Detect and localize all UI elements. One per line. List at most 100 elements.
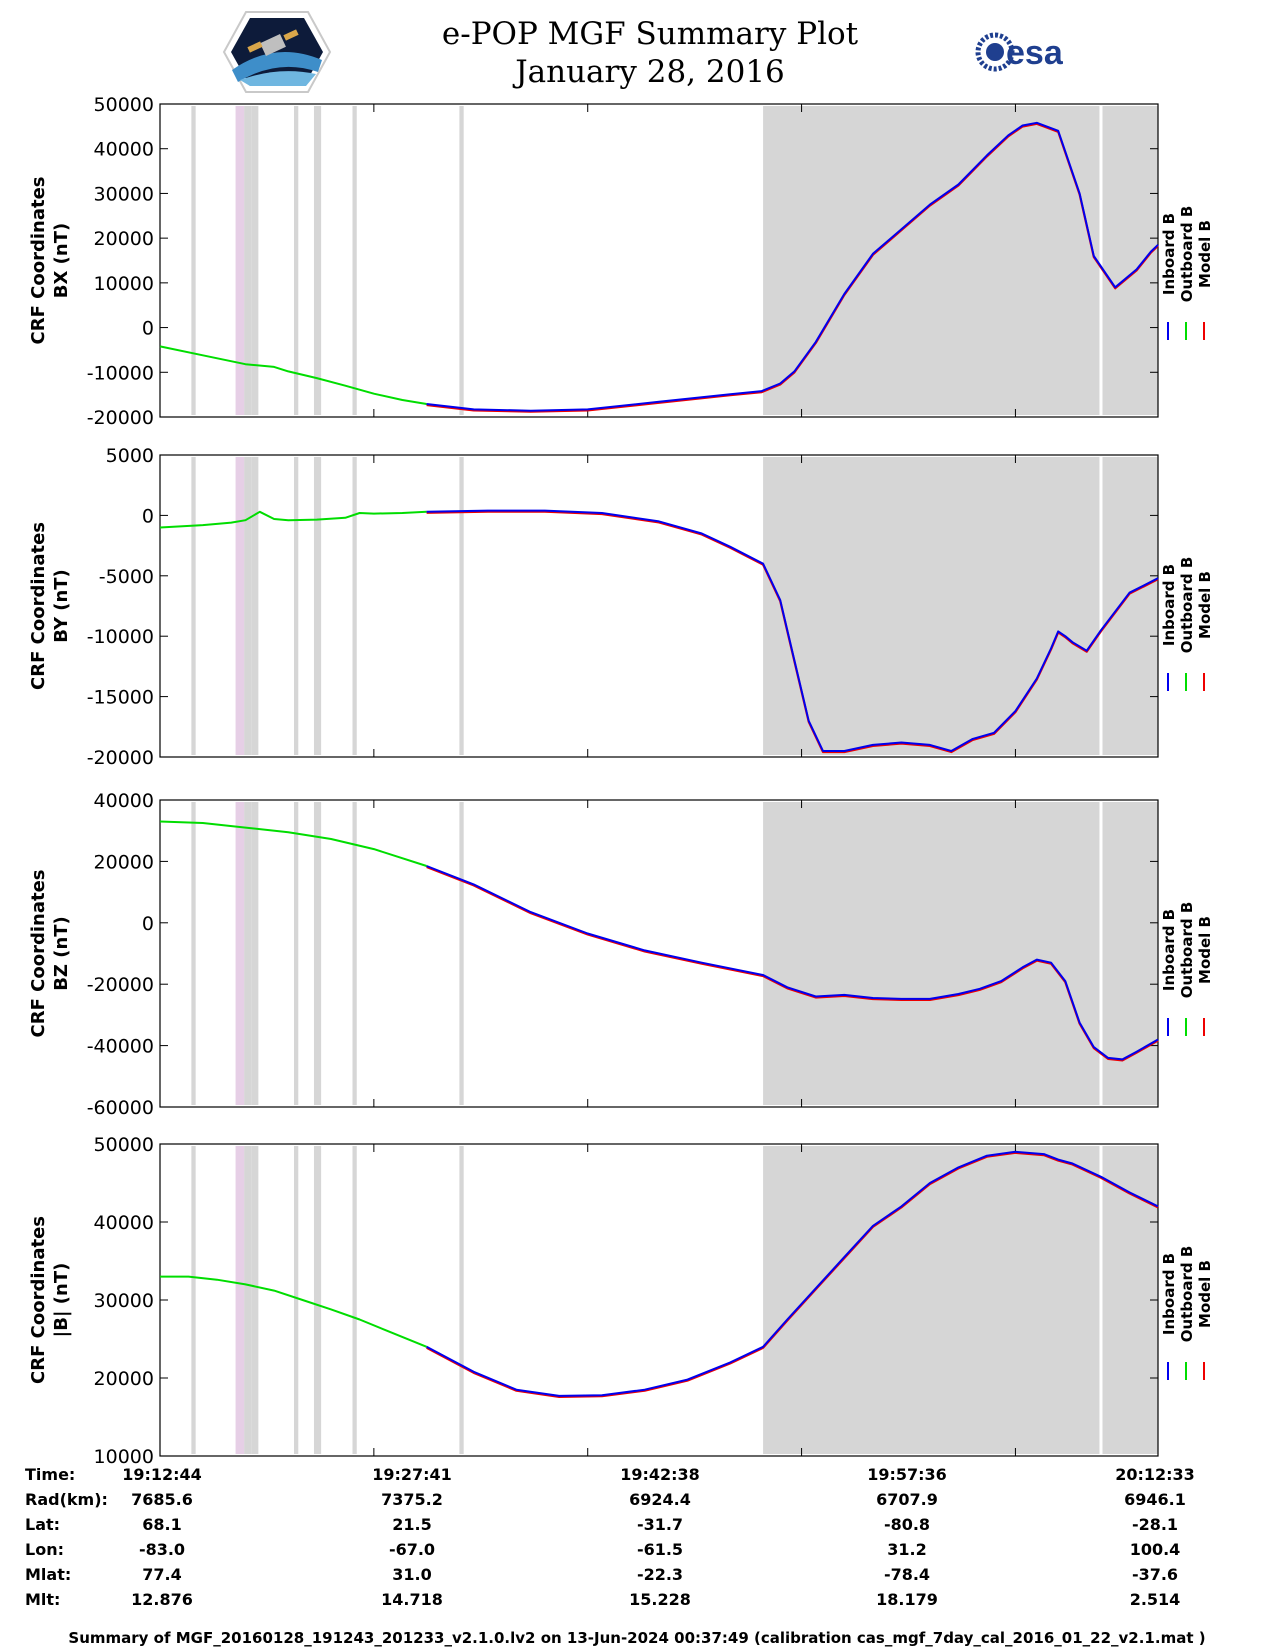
series-line-outboard <box>159 510 427 529</box>
legend-label: Outboard B <box>1178 557 1196 654</box>
y-tick-label: 0 <box>142 913 154 935</box>
table-cell: 7375.2 <box>381 1490 443 1509</box>
table-cell: 19:42:38 <box>620 1465 700 1484</box>
table-cell: 7685.6 <box>131 1490 193 1509</box>
shade-band <box>352 106 357 415</box>
row-label: Lat: <box>25 1515 60 1534</box>
series-line-inboard <box>426 509 1159 752</box>
shade-band-pink <box>235 1146 245 1454</box>
shade-band <box>459 802 464 1105</box>
chart-date: January 28, 2016 <box>512 54 785 90</box>
shade-band <box>251 106 259 415</box>
esa-logo: esa <box>975 32 1064 72</box>
table-cell: 18.179 <box>876 1590 938 1609</box>
shade-band <box>1100 457 1158 755</box>
table-cell: 6924.4 <box>629 1490 691 1509</box>
y-tick-label: -20000 <box>87 974 154 996</box>
footer-summary: Summary of MGF_20160128_191243_201233_v2… <box>68 1629 1205 1647</box>
plot-frame <box>159 103 1159 418</box>
panel-1: -20000 -10000 0 10000 20000 30000 40000 50000 CR… <box>28 94 1214 429</box>
row-label: Rad(km): <box>25 1490 108 1509</box>
shade-band <box>459 1146 464 1454</box>
shade-band <box>459 457 464 755</box>
y-tick-label: 10000 <box>94 273 154 295</box>
shade-band-pink <box>235 457 245 755</box>
shade-band <box>763 457 1101 755</box>
chart-title: e-POP MGF Summary Plot <box>442 16 859 52</box>
table-cell: 68.1 <box>142 1515 181 1534</box>
table-cell: -28.1 <box>1132 1515 1178 1534</box>
y-tick-label: -40000 <box>87 1036 154 1058</box>
table-cell: 19:57:36 <box>867 1465 947 1484</box>
shade-band <box>294 106 299 415</box>
shade-band <box>191 106 196 415</box>
shade-band-pink <box>235 106 245 415</box>
y-tick-label: 50000 <box>94 1134 154 1156</box>
panel-2: -20000 -15000 -10000 -5000 0 5000 CRF Coordina… <box>28 445 1214 769</box>
table-cell: -67.0 <box>389 1540 435 1559</box>
panel-4: 10000 20000 30000 40000 50000 CRF Coordinates… <box>28 1134 1214 1468</box>
table-cell: -31.7 <box>637 1515 683 1534</box>
y-axis-label: BY (nT) <box>51 569 72 643</box>
legend-label: Model B <box>1196 916 1214 984</box>
y-tick-label: -5000 <box>99 566 154 588</box>
legend-label: Outboard B <box>1178 206 1196 303</box>
shade-band <box>244 802 252 1105</box>
y-axis-label: CRF Coordinates <box>28 870 49 1038</box>
shade-band <box>191 1146 196 1454</box>
legend-label: Model B <box>1196 220 1214 288</box>
y-tick-label: 40000 <box>94 1212 154 1234</box>
table-cell: 2.514 <box>1130 1590 1181 1609</box>
table-cell: 12.876 <box>131 1590 193 1609</box>
y-tick-label: 30000 <box>94 1290 154 1312</box>
shade-band <box>294 457 299 755</box>
shade-band <box>251 457 259 755</box>
shade-band <box>251 1146 259 1454</box>
shade-band <box>763 802 1101 1105</box>
shade-band <box>191 457 196 755</box>
table-cell: 31.0 <box>392 1565 431 1584</box>
y-tick-label: 20000 <box>94 228 154 250</box>
table-cell: 19:12:44 <box>122 1465 202 1484</box>
shade-band <box>244 1146 252 1454</box>
legend-label: Inboard B <box>1160 564 1178 646</box>
table-cell: -78.4 <box>884 1565 930 1584</box>
table-cell: -22.3 <box>637 1565 683 1584</box>
shade-band <box>313 106 322 415</box>
y-axis-label: |B| (nT) <box>51 1263 72 1338</box>
y-tick-label: 0 <box>142 318 154 340</box>
row-label: Mlat: <box>25 1565 71 1584</box>
panel-3: -60000 -40000 -20000 0 20000 40000 CRF Coordin… <box>28 790 1214 1119</box>
table-cell: -61.5 <box>637 1540 683 1559</box>
left-logo <box>222 11 332 93</box>
series-line-inboard <box>426 121 1159 412</box>
y-tick-label: 10000 <box>94 1446 154 1468</box>
shade-band <box>313 457 322 755</box>
shade-band <box>459 106 464 415</box>
shade-band <box>294 802 299 1105</box>
table-cell: 100.4 <box>1130 1540 1181 1559</box>
row-label: Time: <box>25 1465 75 1484</box>
table-cell: 15.228 <box>629 1590 691 1609</box>
series-line-outboard <box>160 1275 427 1348</box>
shade-band <box>244 457 252 755</box>
y-axis-label: BX (nT) <box>51 223 72 298</box>
table-cell: 21.5 <box>392 1515 431 1534</box>
y-axis-label: CRF Coordinates <box>28 177 49 345</box>
shade-band <box>352 802 357 1105</box>
orbit-info-table: Time: Rad(km): Lat: Lon: Mlat: Mlt: 19:12:44 76… <box>25 1465 1195 1609</box>
plot-frame <box>159 454 1159 758</box>
table-cell: 6707.9 <box>876 1490 938 1509</box>
table-cell: -83.0 <box>139 1540 185 1559</box>
table-cell: 31.2 <box>887 1540 926 1559</box>
y-tick-label: 40000 <box>94 139 154 161</box>
shade-band <box>251 802 259 1105</box>
shade-band <box>313 1146 322 1454</box>
y-tick-label: 20000 <box>94 1368 154 1390</box>
shade-band <box>352 1146 357 1454</box>
series-line-outboard <box>159 820 427 867</box>
plot-panels: -20000-1000001000020000300004000050000CR… <box>28 94 1214 1468</box>
y-tick-label: 20000 <box>94 851 154 873</box>
shade-band <box>1100 1146 1158 1454</box>
series-line-inboard <box>426 865 1159 1061</box>
